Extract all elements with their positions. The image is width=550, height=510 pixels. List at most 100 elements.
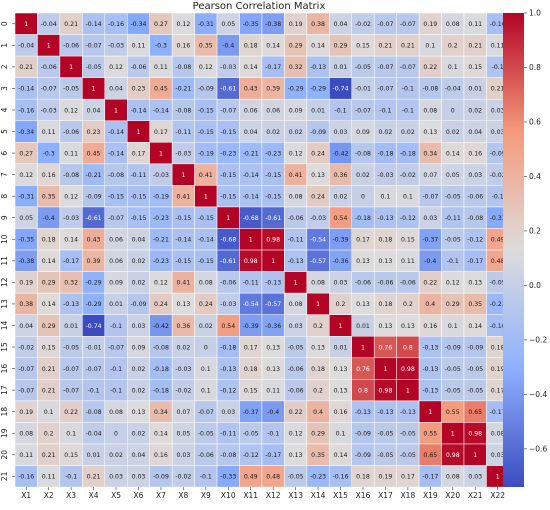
cell-value-label: -0.05 (490, 280, 506, 287)
cell-value-label: -0.11 (130, 172, 146, 179)
cell-value-label: 0.1 (425, 43, 435, 50)
cell-value-label: -0.15 (108, 193, 124, 200)
cell-value-label: 0.03 (176, 452, 190, 459)
cell-value-label: 0.49 (491, 237, 505, 244)
cell-value-label: -0.06 (467, 193, 483, 200)
cell-value-label: 0.48 (266, 474, 280, 481)
cell-value-label: 0.18 (42, 237, 56, 244)
cell-value-label: -0.15 (130, 215, 146, 222)
heatmap-cell-labels: 1 -0.04 0.21 -0.14 -0.16 -0.34 0.27 0.12 -0.31 0.… (18, 21, 506, 481)
cell-value-label: -0.74 (333, 86, 349, 93)
cell-value-label: 1 (451, 431, 455, 438)
cell-value-label: 1 (473, 452, 477, 459)
cell-value-label: 1 (24, 21, 28, 28)
cell-value-label: 0.17 (491, 387, 505, 394)
cell-value-label: -0.08 (422, 86, 438, 93)
cell-value-label: -0.13 (422, 366, 438, 373)
cell-value-label: 1 (496, 474, 500, 481)
cell-value-label: 0.19 (19, 409, 33, 416)
cell-value-label: -0.07 (400, 64, 416, 71)
x-tick-label: X9 (201, 491, 211, 500)
cell-value-label: -0.15 (265, 193, 281, 200)
cell-value-label: -0.05 (288, 344, 304, 351)
cell-value-label: -0.35 (18, 237, 34, 244)
x-tick-label: X21 (468, 491, 483, 500)
cell-value-label: 0.11 (42, 129, 56, 136)
cell-value-label: 0.29 (42, 323, 56, 330)
cell-value-label: -0.05 (445, 237, 461, 244)
cell-value-label: -0.07 (355, 107, 371, 114)
cell-value-label: -0.07 (18, 387, 34, 394)
cell-value-label: 0.05 (176, 431, 190, 438)
cell-value-label: -0.1 (492, 193, 504, 200)
cell-value-label: 0.12 (154, 280, 168, 287)
cell-value-label: 0.11 (42, 474, 56, 481)
cell-value-label: 0.13 (311, 344, 325, 351)
cell-value-label: -0.07 (108, 215, 124, 222)
cell-value-label: 0.98 (266, 237, 280, 244)
cell-value-label: -0.06 (288, 215, 304, 222)
cell-value-label: -0.31 (198, 21, 214, 28)
cell-value-label: 0.39 (266, 86, 280, 93)
cell-value-label: 0.11 (19, 452, 33, 459)
cell-value-label: 0.24 (199, 301, 213, 308)
cell-value-label: 0.35 (311, 452, 325, 459)
cell-value-label: 0.65 (468, 409, 482, 416)
cell-value-label: 0.13 (401, 323, 415, 330)
cell-value-label: -0.21 (243, 150, 259, 157)
cell-value-label: -0.03 (108, 43, 124, 50)
cell-value-label: 0.12 (19, 172, 33, 179)
cell-value-label: 0.15 (42, 344, 56, 351)
cell-value-label: -0.4 (222, 43, 234, 50)
cell-value-label: 0.19 (379, 474, 393, 481)
cell-value-label: 0.04 (87, 107, 101, 114)
y-tick-label: 7 (0, 172, 9, 177)
cell-value-label: 0.4 (425, 301, 435, 308)
x-tick-label: X11 (243, 491, 258, 500)
cell-value-label: 0.11 (132, 43, 146, 50)
cell-value-label: 0.12 (199, 64, 213, 71)
cell-value-label: -0.05 (377, 431, 393, 438)
cell-value-label: 0.01 (356, 323, 370, 330)
cell-value-label: 0.16 (42, 172, 56, 179)
cell-value-label: 0.03 (491, 107, 505, 114)
x-tick-label: X7 (156, 491, 166, 500)
y-tick-label: 9 (0, 215, 9, 220)
cell-value-label: -0.21 (153, 237, 169, 244)
cell-value-label: 0.23 (87, 129, 101, 136)
cell-value-label: 0.03 (221, 409, 235, 416)
y-tick-label: 18 (0, 407, 9, 417)
x-tick-label: X1 (21, 491, 31, 500)
cell-value-label: 0.16 (423, 323, 437, 330)
cell-value-label: -0.06 (130, 64, 146, 71)
cell-value-label: 0.11 (64, 150, 78, 157)
cell-value-label: 0.13 (379, 323, 393, 330)
cell-value-label: 0.14 (42, 258, 56, 265)
cell-value-label: 0.54 (221, 323, 235, 330)
cell-value-label: 0.14 (244, 64, 258, 71)
cell-value-label: 0.02 (266, 129, 280, 136)
cell-value-label: -0.37 (422, 237, 438, 244)
cell-value-label: -0.1 (447, 258, 459, 265)
cell-value-label: -0.03 (175, 366, 191, 373)
cell-value-label: 0.2 (313, 323, 323, 330)
cell-value-label: 0.15 (64, 452, 78, 459)
cell-value-label: 0.22 (423, 64, 437, 71)
cell-value-label: -0.05 (467, 387, 483, 394)
cell-value-label: -0.07 (86, 43, 102, 50)
x-tick-label: X16 (356, 491, 371, 500)
cell-value-label: 0.24 (311, 150, 325, 157)
cell-value-label: -0.11 (243, 280, 259, 287)
cell-value-label: 0.02 (199, 323, 213, 330)
cell-value-label: 0.36 (334, 172, 348, 179)
cell-value-label: -0.04 (86, 431, 102, 438)
cell-value-label: 0.18 (311, 366, 325, 373)
cell-value-label: -0.14 (175, 237, 191, 244)
x-tick-label: X4 (89, 491, 99, 500)
cell-value-label: 0.01 (64, 323, 78, 330)
cell-value-label: 0.36 (176, 323, 190, 330)
cell-value-label: 0.1 (403, 193, 413, 200)
cell-value-label: -0.68 (220, 237, 236, 244)
cell-value-label: -0.38 (265, 21, 281, 28)
